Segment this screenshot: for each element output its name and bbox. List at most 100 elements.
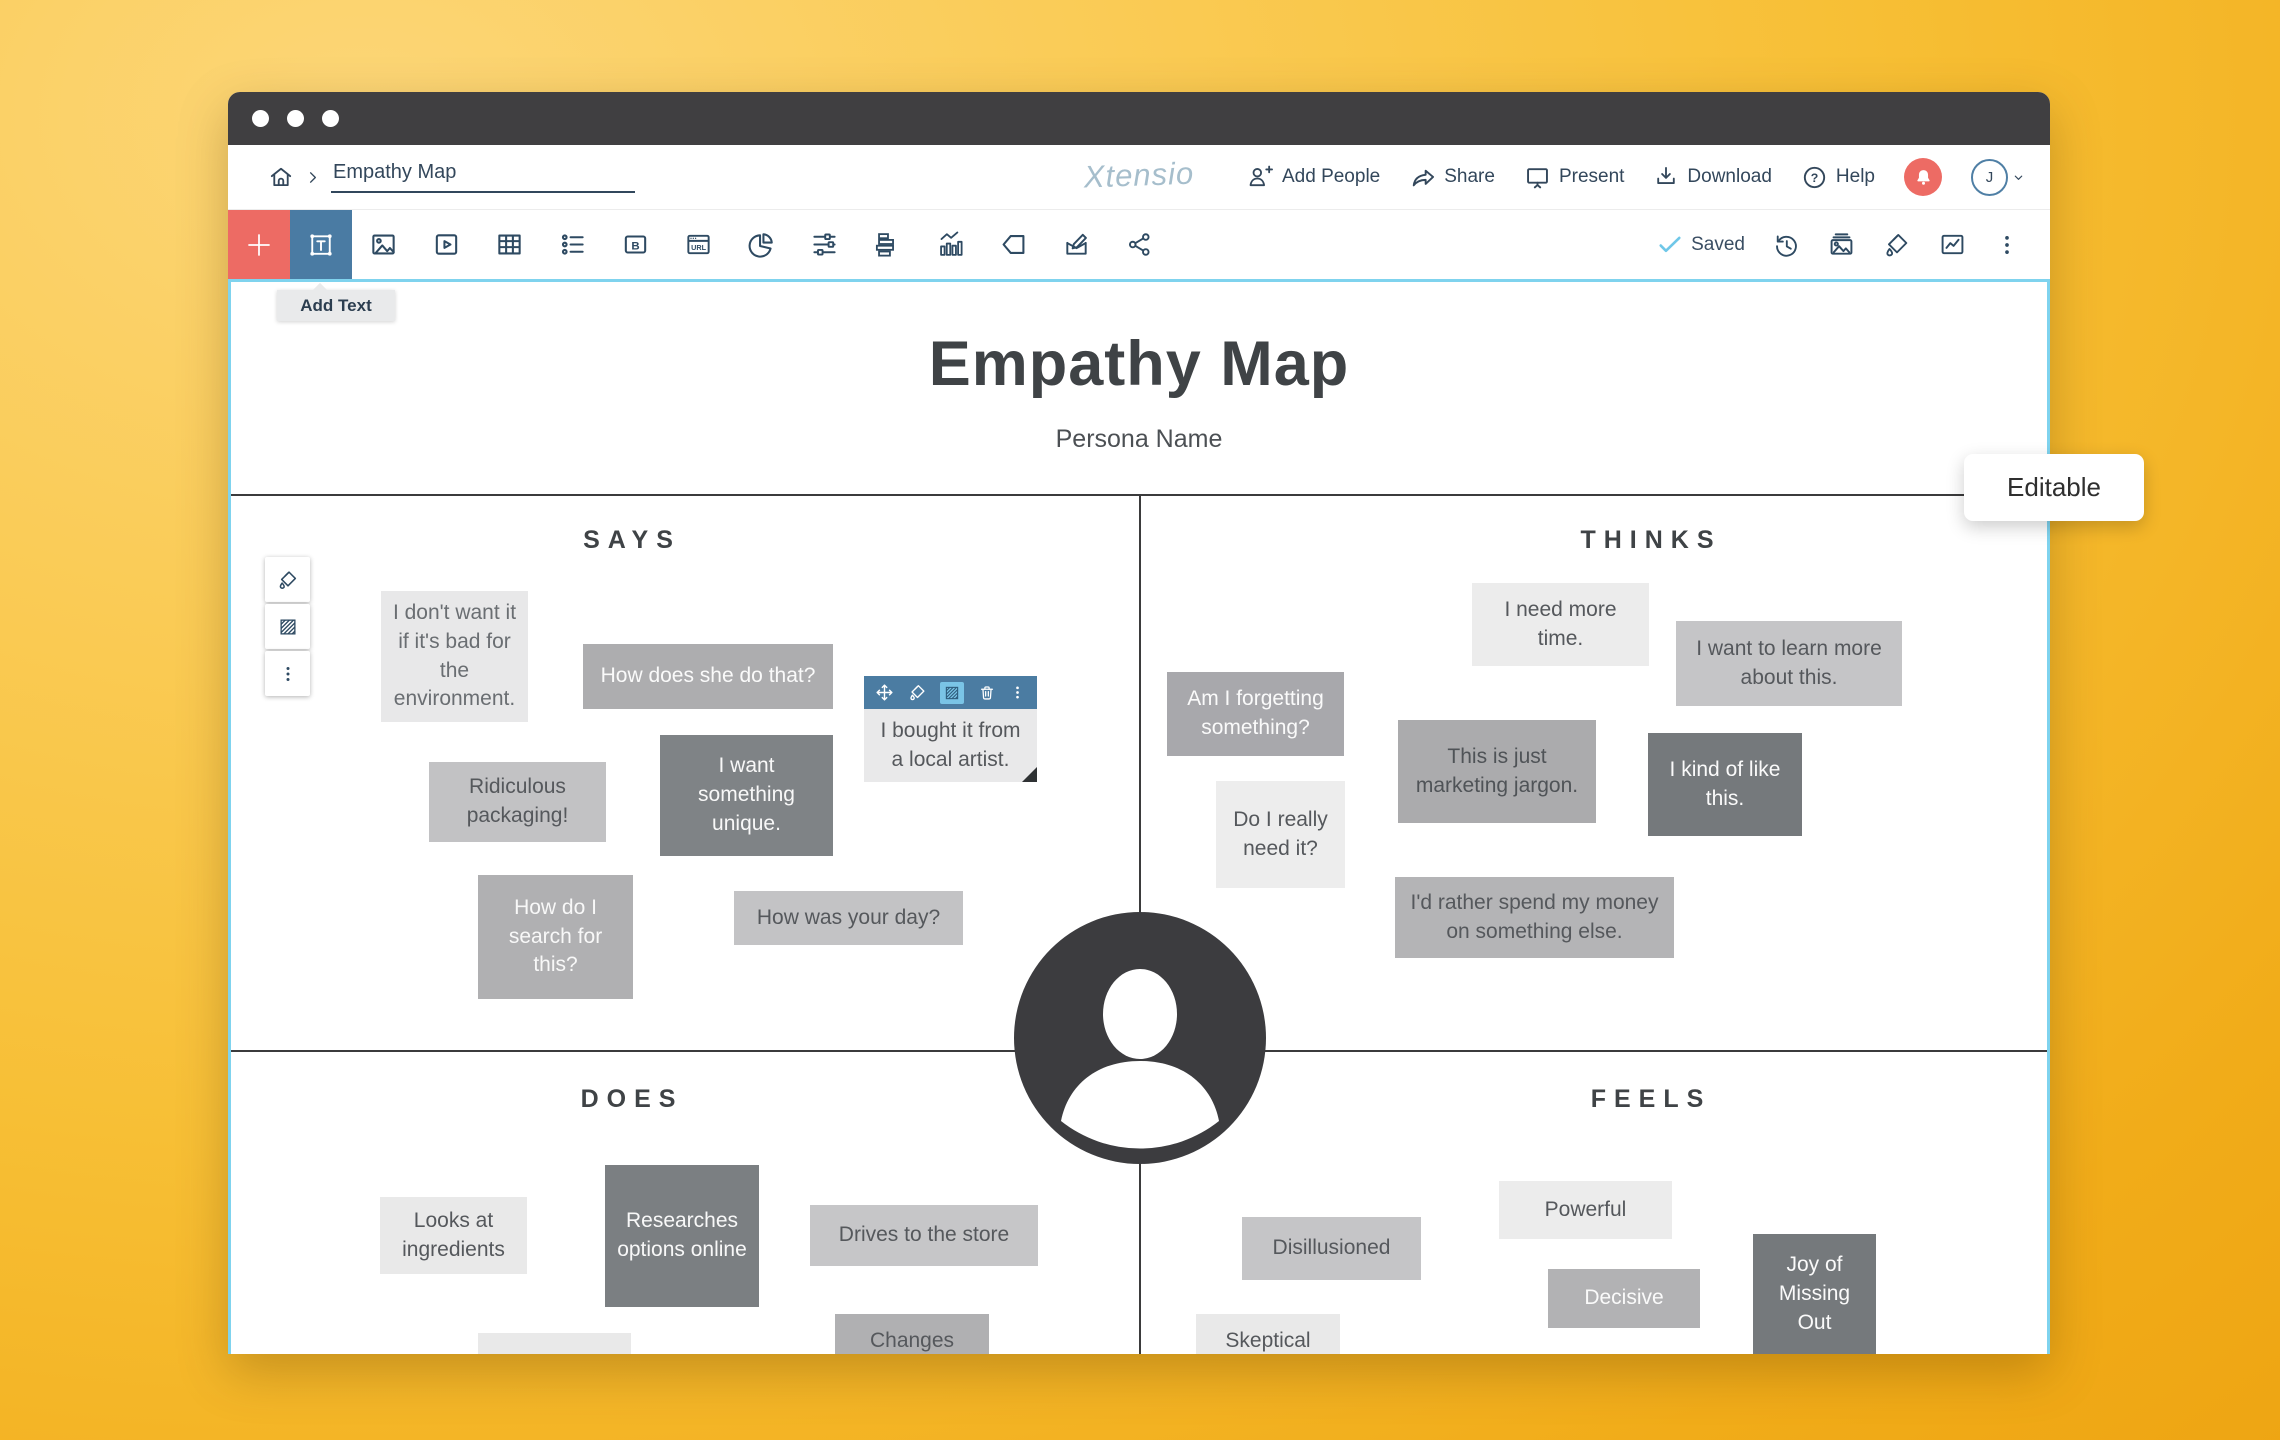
page-subtitle[interactable]: Persona Name [1055, 425, 1223, 453]
sticky-note-text: How do I search for this? [508, 895, 603, 977]
editor-toolbar: B URL Saved [228, 210, 2050, 279]
tool-button[interactable]: B [604, 210, 667, 279]
sticky-note[interactable]: I need more time. [1472, 583, 1649, 666]
module-more-button[interactable] [265, 651, 310, 696]
delete-icon[interactable] [978, 684, 996, 702]
tool-bar-rows[interactable] [856, 210, 919, 279]
svg-text:URL: URL [691, 243, 706, 252]
sticky-note-text: Do I really need it? [1233, 807, 1328, 860]
header-actions: Add People Share Present [1246, 158, 2050, 196]
tool-shape[interactable] [982, 210, 1045, 279]
sticky-note[interactable]: How was your day? [734, 891, 963, 945]
kebab-icon [278, 664, 298, 684]
tool-url[interactable]: URL [667, 210, 730, 279]
media-library-button[interactable] [1827, 230, 1856, 259]
table-icon [495, 230, 524, 259]
window-dot-3[interactable] [322, 110, 339, 127]
pattern-icon[interactable] [940, 681, 964, 704]
sticky-note[interactable] [478, 1333, 631, 1354]
text-box-icon [306, 230, 336, 260]
fill-color-icon[interactable] [908, 683, 927, 702]
xtensio-logo: Xtensio [1083, 155, 1195, 195]
sticky-note[interactable]: I want something unique. [660, 735, 833, 856]
svg-text:?: ? [1811, 171, 1819, 185]
download-label: Download [1687, 166, 1772, 187]
bar-rows-icon [873, 230, 902, 259]
sticky-note[interactable]: Changes [835, 1314, 989, 1354]
sticky-note[interactable]: Drives to the store [810, 1205, 1038, 1266]
quadrant-label-does: DOES [580, 1085, 684, 1113]
sticky-note[interactable]: How do I search for this? [478, 875, 633, 999]
sticky-note-text: Am I forgetting something? [1187, 687, 1324, 739]
account-menu[interactable]: J [1971, 158, 2024, 196]
form-pencil-icon [1062, 230, 1091, 259]
tool-share-nodes[interactable] [1108, 210, 1171, 279]
share-label: Share [1444, 166, 1495, 187]
tool-pie-chart[interactable] [730, 210, 793, 279]
more-icon[interactable] [1009, 684, 1026, 701]
sticky-note-text: Drives to the store [838, 1223, 1010, 1247]
share-nodes-icon [1125, 230, 1154, 259]
app-header: Xtensio Add People Share [228, 145, 2050, 210]
pattern-icon [277, 616, 299, 638]
paint-bucket-icon [1883, 231, 1911, 259]
help-button[interactable]: ? Help [1801, 164, 1875, 191]
sticky-note[interactable]: I bought it from a local artist. [864, 676, 1037, 782]
sticky-note-text: How does she do that? [600, 664, 816, 688]
sticky-note[interactable]: I kind of like this. [1648, 733, 1802, 836]
sticky-note[interactable]: Ridiculous packaging! [429, 762, 606, 842]
module-pattern-button[interactable] [265, 604, 310, 649]
window-titlebar [228, 92, 2050, 145]
window-dot-2[interactable] [287, 110, 304, 127]
tool-combo-chart[interactable] [919, 210, 982, 279]
analytics-button[interactable] [1938, 230, 1967, 259]
present-button[interactable]: Present [1524, 164, 1624, 191]
download-icon [1653, 164, 1679, 190]
history-button[interactable] [1772, 231, 1800, 259]
browser-window: Xtensio Add People Share [228, 92, 2050, 1354]
chart-frame-icon [1938, 230, 1967, 259]
window-dot-1[interactable] [252, 110, 269, 127]
editor-canvas[interactable]: Add Text Empathy Map Persona Name SAYS T… [228, 279, 2050, 1354]
home-icon[interactable] [268, 164, 294, 190]
sticky-note[interactable]: Joy of Missing Out [1753, 1234, 1876, 1354]
tool-add[interactable] [228, 210, 290, 279]
tool-image[interactable] [352, 210, 415, 279]
sticky-note[interactable]: I don't want it if it's bad for the envi… [381, 591, 528, 722]
avatar: J [1971, 158, 2008, 196]
tool-form[interactable] [1045, 210, 1108, 279]
notifications-button[interactable] [1904, 158, 1942, 196]
document-title-input[interactable] [331, 161, 635, 193]
sticky-note[interactable]: How does she do that? [583, 644, 833, 709]
sticky-note[interactable]: Skeptical [1196, 1314, 1340, 1354]
add-people-button[interactable]: Add People [1246, 164, 1380, 190]
move-icon[interactable] [875, 683, 894, 702]
sticky-note[interactable]: Researches options online [605, 1165, 759, 1307]
help-icon: ? [1801, 164, 1828, 191]
more-options-button[interactable] [1994, 232, 2020, 258]
sticky-note[interactable]: This is just marketing jargon. [1398, 720, 1596, 823]
share-button[interactable]: Share [1409, 164, 1495, 191]
style-fill-button[interactable] [1883, 231, 1911, 259]
sticky-note[interactable]: Decisive [1548, 1269, 1700, 1328]
page-title[interactable]: Empathy Map [928, 329, 1350, 399]
tool-sliders[interactable] [793, 210, 856, 279]
sticky-note[interactable]: Powerful [1499, 1181, 1672, 1239]
tool-text-selected[interactable] [290, 210, 352, 279]
sticky-note[interactable]: Do I really need it? [1216, 781, 1345, 888]
sticky-note[interactable]: Looks at ingredients [380, 1197, 527, 1274]
download-button[interactable]: Download [1653, 164, 1772, 190]
tool-video[interactable] [415, 210, 478, 279]
persona-avatar[interactable] [1013, 911, 1267, 1165]
module-fill-button[interactable] [265, 557, 310, 602]
tool-list[interactable] [541, 210, 604, 279]
url-icon: URL [684, 230, 713, 259]
sticky-note[interactable]: I want to learn more about this. [1676, 621, 1902, 706]
sticky-note[interactable]: I'd rather spend my money on something e… [1395, 877, 1674, 958]
editable-badge-label: Editable [2007, 472, 2101, 502]
resize-handle[interactable] [1022, 767, 1037, 782]
video-icon [432, 230, 461, 259]
tool-table[interactable] [478, 210, 541, 279]
sticky-note[interactable]: Disillusioned [1242, 1217, 1421, 1280]
sticky-note[interactable]: Am I forgetting something? [1167, 672, 1344, 756]
